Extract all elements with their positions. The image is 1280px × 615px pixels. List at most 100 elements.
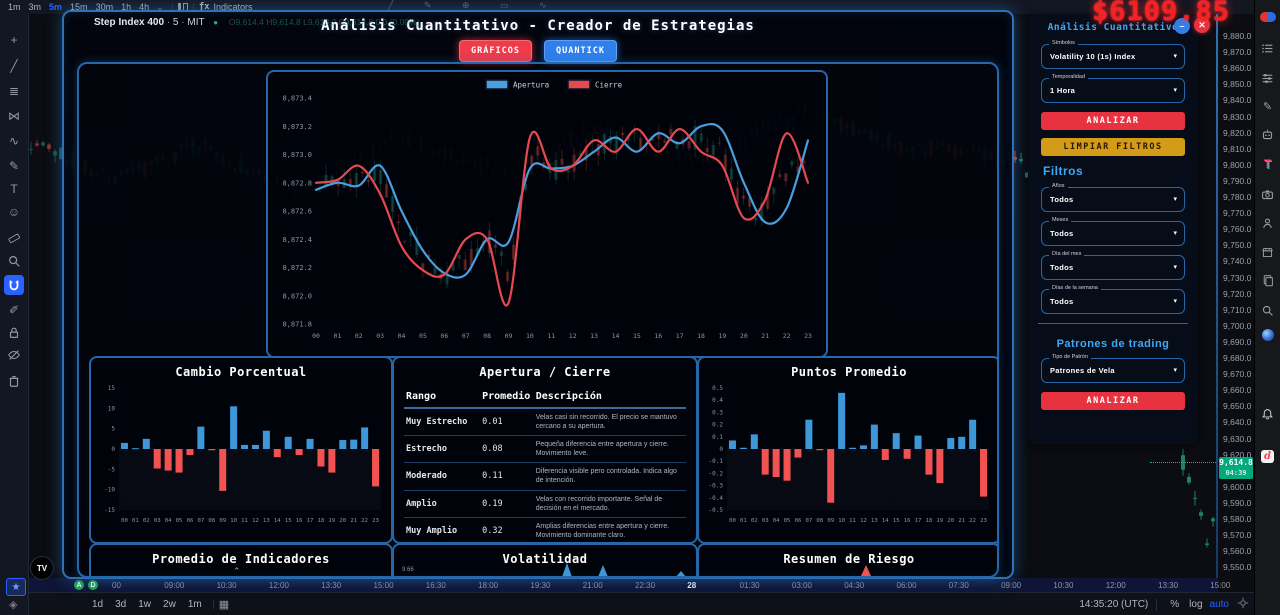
emoji-icon[interactable]: ☺ [7,205,21,219]
quantick-button[interactable]: QUANTICK [544,40,617,62]
fx-icon: ƒx [198,2,210,12]
trendline-icon[interactable]: ╱ [10,59,18,73]
hide-icon[interactable] [4,345,24,365]
field-label: Tipo de Patrón [1049,354,1091,360]
robot-icon[interactable] [1259,126,1276,143]
filter-select-años[interactable]: Años Todos ▾ [1041,183,1185,212]
timeframe-3m[interactable]: 3m [28,1,42,12]
timeframe-1m[interactable]: 1m [8,1,21,12]
symbol-select[interactable]: Símbolos Volatility 10 (1s) Index ▾ [1041,40,1185,69]
filter-select-meses[interactable]: Meses Todos ▾ [1041,217,1185,246]
clock[interactable]: 14:35:20 (UTC) [1079,599,1149,610]
pattern-type-select[interactable]: Tipo de Patrón Patrones de Vela ▾ [1041,354,1185,383]
price-axis-label: 9,600.0 [1223,481,1252,492]
axis-separator [1216,14,1218,578]
magnet-icon[interactable] [4,275,24,295]
timeframe-5m[interactable]: 5m [49,1,63,12]
range-1m[interactable]: 1m [187,599,202,610]
timeframe-select[interactable]: Temporalidad 1 Hora ▾ [1041,74,1185,103]
table-cell: 0.08 [480,435,534,464]
channels-icon[interactable]: ≣ [8,84,20,98]
brush-icon[interactable]: ✎ [8,159,20,173]
bar [936,449,944,484]
analizar-button[interactable]: ANALIZAR [1041,112,1185,130]
quantick-t-icon[interactable]: T [1263,156,1272,171]
x-axis-label: 15 [633,332,641,340]
y-axis-label: 8,873.0 [282,151,312,159]
range-1d[interactable]: 1d [92,599,104,610]
sliders-icon[interactable] [1259,70,1276,87]
lock-icon[interactable] [4,323,24,343]
filter-select-días-de-la-semana[interactable]: Días de la semana Todos ▾ [1041,285,1185,314]
sphere-icon[interactable] [1259,326,1276,343]
price-axis[interactable]: 9,880.0 9,870.0 9,860.0 9,850.0 9,840.0 9,830… [1218,14,1255,578]
docs-icon[interactable] [1259,272,1276,289]
indicators-button[interactable]: Indicators [213,2,253,12]
camera-icon[interactable] [1259,186,1276,203]
limpiar-filtros-button[interactable]: LIMPIAR FILTROS [1041,138,1185,156]
pen-icon[interactable]: ✎ [1262,101,1273,113]
bar [197,426,205,449]
filter-select-día-del-mes[interactable]: Día del mes Todos ▾ [1041,251,1185,280]
person-icon[interactable] [1259,215,1276,232]
crosshair-icon[interactable]: + [10,33,18,47]
patrones-heading: Patrones de trading [1056,338,1170,350]
timeframe-4h[interactable]: 4h [139,1,150,12]
graficos-button[interactable]: GRÁFICOS [459,40,532,62]
symbol-legend[interactable]: Step Index 400 · 5 · MIT ● O9,614.4 H9,6… [94,17,420,28]
price-axis-label: 9,790.0 [1223,175,1252,186]
time-axis[interactable]: A D 00 09:00 10:30 12:00 13:30 15:00 16:30 18:00 1… [28,578,1230,592]
x-axis-label: 17 [676,332,684,340]
bar [750,434,758,449]
timeframe-1h[interactable]: 1h [121,1,132,12]
diamond-icon[interactable]: ◈ [9,599,18,611]
search-icon[interactable] [1259,302,1276,319]
x-axis-label: 22 [361,518,368,524]
price-axis-label: 9,640.0 [1223,417,1252,428]
settings-gear-icon[interactable] [1237,597,1249,612]
symbol-name[interactable]: Step Index 400 [94,17,165,28]
list-icon[interactable] [1259,40,1276,57]
draw-lock-icon[interactable]: ✐ [8,303,20,317]
forecast-icon[interactable]: ∿ [8,134,20,148]
auto-scale-button[interactable]: auto [1209,599,1229,610]
alert-badge-D[interactable]: D [88,580,98,590]
log-scale-button[interactable]: log [1189,599,1203,610]
favorites-star-icon[interactable]: ★ [6,578,26,596]
minimize-button[interactable]: – [1174,18,1190,34]
alert-badge-A[interactable]: A [74,580,84,590]
table-cell: Pequeña diferencia entre apertura y cier… [533,435,686,464]
legend-label: Cierre [595,81,623,90]
deriv-d-icon[interactable]: d [1259,448,1276,465]
shop-icon[interactable] [1259,244,1276,261]
calendar-icon[interactable]: ▦ [218,599,230,611]
trash-icon[interactable] [4,371,24,391]
bar [849,447,857,449]
text-icon[interactable]: T [10,182,18,196]
range-1w[interactable]: 1w [138,599,152,610]
card-title: Resumen de Riesgo [783,552,915,566]
y-axis-label: -0.2 [709,470,724,477]
x-axis-label: 01 [740,518,747,524]
ruler-icon[interactable] [4,228,24,248]
tradingview-logo[interactable]: TV [30,556,54,580]
timeframe-15m[interactable]: 15m [70,1,88,12]
y-axis-label: 8,872.0 [282,292,312,300]
price-axis-label: 9,870.0 [1223,47,1252,58]
x-axis-label: 03 [376,332,384,340]
xabcd-icon[interactable]: ⋈ [8,109,20,123]
capsule-icon[interactable] [1259,8,1276,25]
range-buttons: 1d 3d 1w 2w 1m [86,599,208,610]
percent-scale-button[interactable]: % [1170,599,1180,610]
bell-icon[interactable] [1259,406,1276,423]
close-icon[interactable]: ✕ [1194,17,1210,33]
zoom-icon[interactable] [4,251,24,271]
timeframe-30m[interactable]: 30m [95,1,114,12]
volatilidad-card: Volatilidad 9.66- - - [392,543,698,576]
table-cell: Velas con recorrido importante. Señal de… [533,490,686,518]
analizar-patterns-button[interactable]: ANALIZAR [1041,392,1185,410]
x-axis-label: 13 [263,518,270,524]
range-2w[interactable]: 2w [163,599,176,610]
range-3d[interactable]: 3d [115,599,127,610]
timeframe-dropdown-icon[interactable]: ⌄ [156,1,164,12]
